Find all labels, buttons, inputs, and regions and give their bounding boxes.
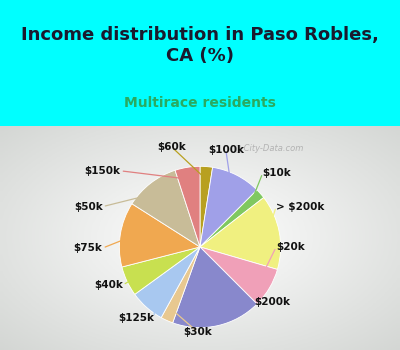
Wedge shape [200,190,264,247]
Wedge shape [200,167,257,247]
Text: $20k: $20k [276,242,305,252]
Text: $50k: $50k [74,202,102,212]
Text: $125k: $125k [118,313,154,322]
Text: $100k: $100k [208,145,244,154]
Text: $40k: $40k [94,280,123,290]
Text: Income distribution in Paso Robles,
CA (%): Income distribution in Paso Robles, CA (… [21,26,379,65]
Text: $200k: $200k [254,297,290,307]
Text: $75k: $75k [74,243,102,253]
Wedge shape [119,204,200,267]
Wedge shape [200,197,281,270]
Text: ⓘ City-Data.com: ⓘ City-Data.com [236,144,303,153]
Wedge shape [122,247,200,294]
Wedge shape [200,166,213,247]
Text: > $200k: > $200k [276,202,324,212]
Wedge shape [135,247,200,318]
Text: Multirace residents: Multirace residents [124,96,276,110]
Wedge shape [161,247,200,323]
Wedge shape [173,247,257,328]
Wedge shape [175,166,200,247]
Wedge shape [132,170,200,247]
Text: $150k: $150k [84,166,120,176]
Wedge shape [200,247,278,304]
Text: $10k: $10k [263,168,292,178]
Text: $60k: $60k [158,142,186,152]
Text: $30k: $30k [183,327,212,337]
